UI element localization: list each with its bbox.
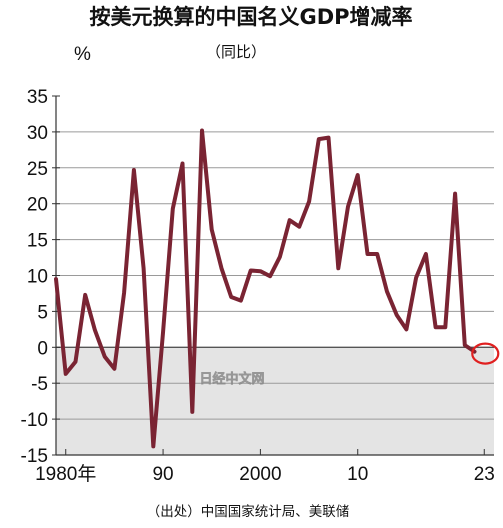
y-axis-unit: % [74, 44, 91, 65]
chart-title: 按美元换算的中国名义GDP增减率 [89, 5, 412, 29]
highlight-circle [471, 342, 500, 365]
y-tick-label: 30 [27, 123, 48, 144]
x-tick-label: 10 [347, 464, 368, 485]
y-tick-label: -5 [31, 374, 48, 395]
x-tick-label: 2000 [239, 464, 281, 485]
negative-region-band [56, 347, 494, 455]
x-tick-label: 90 [152, 464, 173, 485]
y-tick-label: 20 [27, 195, 48, 216]
y-tick-label: -10 [21, 410, 48, 431]
chart-subtitle: （同比） [206, 43, 266, 61]
y-tick-label: 5 [37, 302, 48, 323]
watermark: 日经中文网 [199, 371, 264, 387]
y-tick-label: -15 [21, 446, 48, 467]
y-tick-label: 25 [27, 159, 48, 180]
y-tick-label: 10 [27, 267, 48, 288]
x-tick-label: 23 [474, 464, 495, 485]
source-note: （出处）中国国家统计局、美联储 [147, 503, 350, 520]
y-tick-label: 15 [27, 231, 48, 252]
x-tick-label: 1980年 [35, 463, 96, 485]
y-tick-label: 0 [37, 338, 48, 359]
series-line [54, 128, 477, 449]
y-tick-label: 35 [27, 87, 48, 108]
